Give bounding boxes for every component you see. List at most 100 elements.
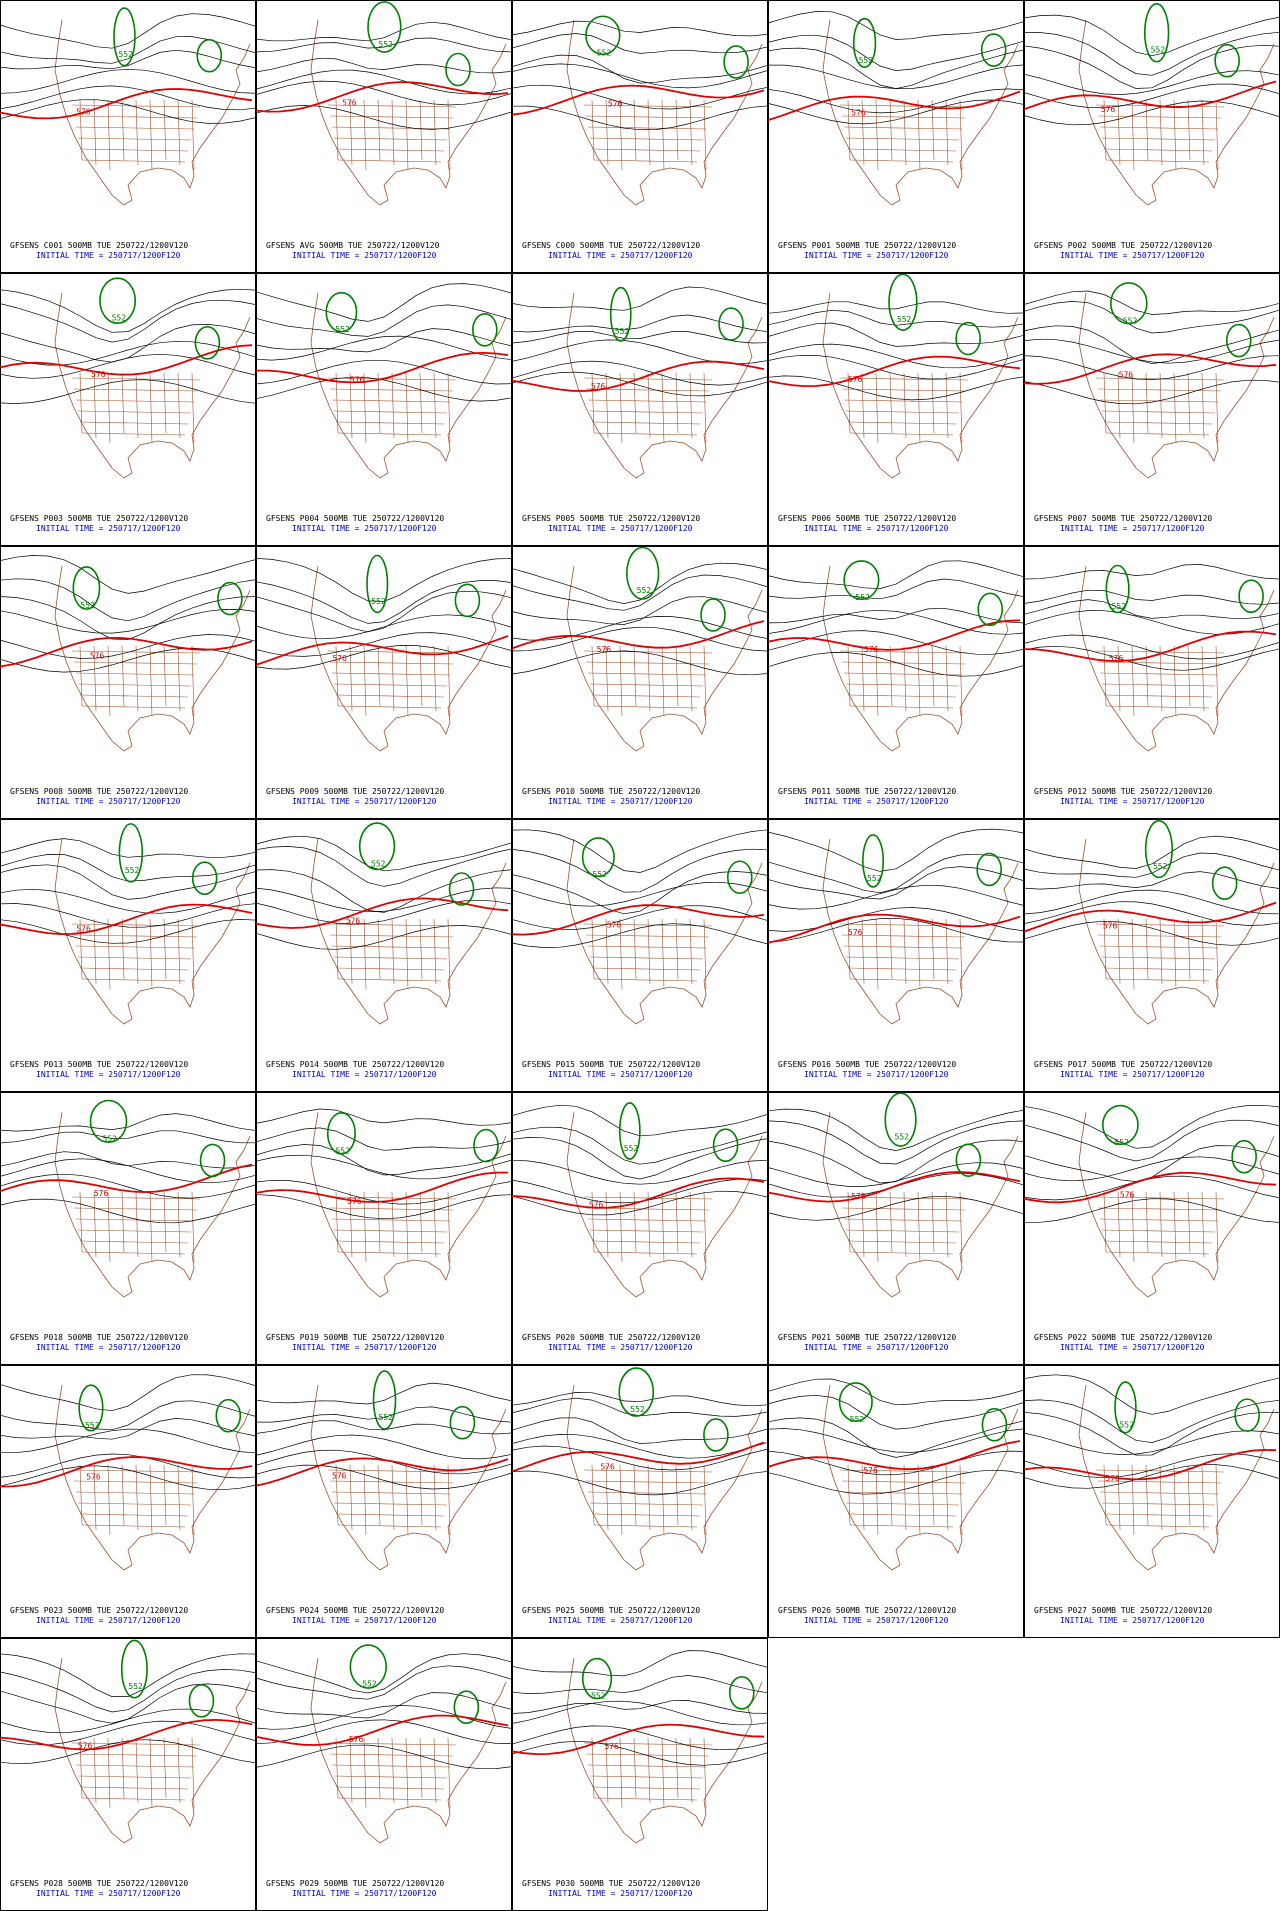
state-line bbox=[1101, 1502, 1216, 1506]
state-line bbox=[79, 967, 189, 971]
initial-time: INITIAL TIME = 250717/1200F120 bbox=[1060, 524, 1205, 533]
contour-552 bbox=[1238, 579, 1264, 614]
state-line bbox=[647, 645, 651, 712]
contour-552 bbox=[473, 1128, 499, 1163]
height-contour bbox=[767, 354, 1025, 380]
panel-border bbox=[0, 1092, 256, 1365]
contour-552 bbox=[194, 326, 221, 360]
state-line bbox=[847, 645, 851, 707]
height-contour bbox=[1023, 44, 1280, 89]
contour-552 bbox=[581, 1657, 613, 1700]
state-line bbox=[1201, 918, 1205, 985]
height-contour bbox=[767, 1450, 1025, 1476]
initial-time: INITIAL TIME = 250717/1200F120 bbox=[804, 1070, 949, 1079]
height-contour bbox=[0, 1708, 257, 1734]
height-contour bbox=[255, 1705, 513, 1730]
contour-label: 552 bbox=[1123, 316, 1138, 325]
state-line bbox=[81, 705, 186, 709]
coastline bbox=[566, 1657, 763, 1844]
height-contour bbox=[1024, 31, 1280, 76]
contour-576 bbox=[255, 81, 509, 113]
state-line bbox=[689, 1464, 693, 1531]
height-contour bbox=[0, 1428, 257, 1454]
state-line bbox=[1101, 410, 1216, 414]
contour-label: 552 bbox=[80, 601, 95, 610]
height-contour bbox=[767, 1428, 1025, 1453]
state-line bbox=[331, 1764, 451, 1768]
contour-label: 552 bbox=[128, 1682, 143, 1691]
map-panel: 576 552 GFSENS P012 500MB TUE 250722/1200V… bbox=[1023, 546, 1280, 819]
panel-border bbox=[0, 1638, 256, 1911]
contour-label: 576 bbox=[94, 1189, 109, 1198]
state-line bbox=[81, 159, 186, 163]
height-contour bbox=[255, 1127, 513, 1151]
state-line bbox=[703, 99, 707, 171]
height-contour bbox=[511, 371, 769, 397]
state-line bbox=[433, 918, 437, 985]
contour-552 bbox=[1144, 820, 1174, 879]
panel-border bbox=[1024, 0, 1280, 273]
state-line bbox=[377, 1464, 381, 1526]
state-line bbox=[405, 918, 409, 990]
height-contour bbox=[511, 1445, 769, 1471]
initial-time: INITIAL TIME = 250717/1200F120 bbox=[548, 251, 693, 260]
state-line bbox=[1201, 372, 1205, 439]
state-line bbox=[1117, 645, 1121, 712]
state-line bbox=[1105, 1251, 1210, 1255]
state-line bbox=[79, 1737, 83, 1799]
contour-552 bbox=[1105, 564, 1130, 614]
state-line bbox=[177, 918, 181, 985]
state-line bbox=[335, 1513, 445, 1517]
state-line bbox=[337, 1524, 442, 1528]
coastline bbox=[566, 565, 763, 752]
state-line bbox=[149, 645, 153, 717]
state-line bbox=[1117, 918, 1121, 985]
height-contour bbox=[1023, 1374, 1280, 1415]
state-line bbox=[363, 99, 367, 171]
height-contour bbox=[256, 1406, 513, 1423]
height-contour bbox=[511, 829, 769, 873]
state-line bbox=[675, 372, 679, 434]
state-line bbox=[605, 1737, 609, 1804]
panel-title: GFSENS P016 500MB TUE 250722/1200V120 bbox=[778, 1060, 956, 1069]
state-line bbox=[79, 372, 83, 434]
height-contour bbox=[767, 907, 1025, 932]
contour-label: 552 bbox=[118, 50, 133, 59]
state-line bbox=[1215, 918, 1219, 990]
height-contour bbox=[1023, 1104, 1280, 1149]
map-panel: 576 552 GFSENS P008 500MB TUE 250722/1200V… bbox=[0, 546, 257, 819]
contour-552 bbox=[712, 1128, 739, 1162]
height-contour bbox=[511, 331, 769, 344]
state-line bbox=[191, 99, 195, 171]
panel-title: GFSENS P030 500MB TUE 250722/1200V120 bbox=[522, 1879, 700, 1888]
contour-label: 552 bbox=[379, 1413, 394, 1422]
map-panel: 576 552 GFSENS P003 500MB TUE 250722/1200V… bbox=[0, 273, 257, 546]
state-line bbox=[333, 137, 448, 141]
state-line bbox=[889, 372, 893, 434]
state-line bbox=[703, 1464, 707, 1536]
height-contour bbox=[255, 1744, 513, 1770]
state-line bbox=[93, 372, 97, 439]
height-contour bbox=[767, 375, 1025, 401]
panel-title: GFSENS P010 500MB TUE 250722/1200V120 bbox=[522, 787, 700, 796]
state-line bbox=[675, 99, 679, 161]
contour-576 bbox=[255, 635, 509, 666]
map-panel: 576 552 GFSENS P028 500MB TUE 250722/1200V… bbox=[0, 1638, 257, 1911]
panel-border bbox=[768, 546, 1024, 819]
height-contour bbox=[767, 322, 1025, 347]
coastline bbox=[54, 565, 251, 752]
state-line bbox=[349, 1191, 353, 1258]
state-line bbox=[931, 1464, 935, 1526]
map-panel: 576 552 GFSENS P021 500MB TUE 250722/1200V… bbox=[767, 1092, 1025, 1365]
coastline bbox=[54, 838, 251, 1025]
state-line bbox=[349, 99, 353, 166]
contour-label: 576 bbox=[78, 1742, 93, 1751]
state-line bbox=[619, 1737, 623, 1809]
height-contour bbox=[767, 1108, 1025, 1151]
height-contour bbox=[767, 1139, 1025, 1184]
initial-time: INITIAL TIME = 250717/1200F120 bbox=[548, 1889, 693, 1898]
height-contour bbox=[255, 846, 513, 887]
contour-label: 576 bbox=[597, 645, 612, 654]
panel-border bbox=[512, 1638, 768, 1911]
contour-label: 576 bbox=[1120, 1190, 1135, 1199]
